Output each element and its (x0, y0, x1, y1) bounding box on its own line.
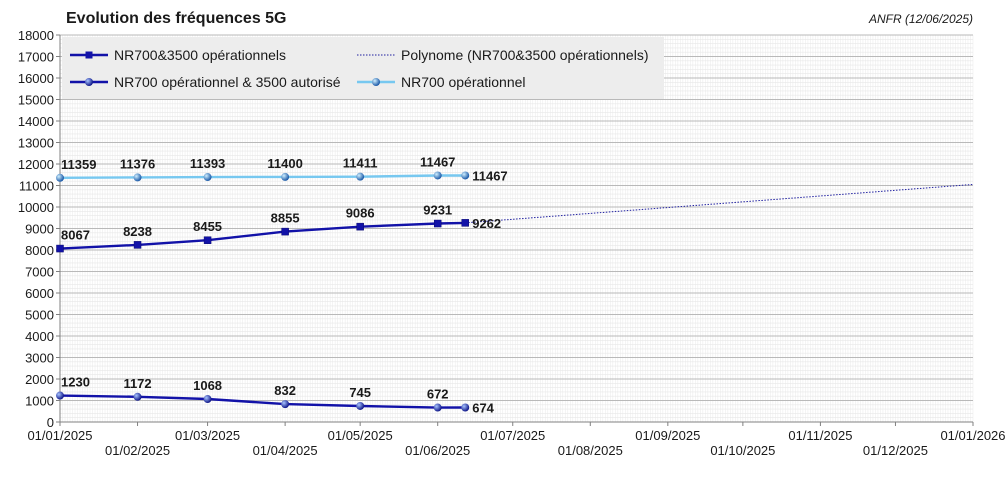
x-tick-label: 01/03/2025 (175, 428, 240, 443)
legend-label: NR700&3500 opérationnels (114, 47, 286, 63)
series-point (461, 219, 469, 227)
y-tick-label: 10000 (18, 200, 54, 215)
data-label: 8855 (271, 211, 300, 226)
series-point (356, 222, 364, 231)
x-tick-label: 01/10/2025 (710, 443, 775, 458)
data-label: 9231 (423, 203, 452, 218)
legend-box (62, 37, 664, 99)
x-axis-ticks: 01/01/2025 01/02/2025 01/03/2025 01/04/2025… (27, 422, 1006, 458)
x-tick-label: 01/01/2025 (27, 428, 92, 443)
series-point (133, 173, 142, 182)
x-tick-label: 01/01/2026 (940, 428, 1005, 443)
y-tick-label: 14000 (18, 114, 54, 129)
data-label: 9262 (472, 216, 501, 231)
series-point (433, 171, 442, 180)
y-tick-label: 8000 (25, 243, 54, 258)
chart-title: Evolution des fréquences 5G (66, 10, 287, 27)
data-label: 11411 (343, 156, 378, 171)
series-point (203, 173, 212, 182)
data-label: 11400 (267, 156, 302, 171)
data-label: 8067 (61, 228, 90, 243)
x-tick-label: 01/07/2025 (480, 428, 545, 443)
trendline (465, 183, 974, 224)
data-label: 1068 (193, 378, 222, 393)
legend-marker (85, 51, 93, 59)
x-tick-label: 01/06/2025 (405, 443, 470, 458)
x-tick-label: 01/02/2025 (105, 443, 170, 458)
data-label: 745 (349, 385, 371, 400)
series-point (461, 171, 470, 180)
data-label: 11359 (61, 157, 96, 172)
series-point (433, 403, 442, 412)
y-tick-label: 18000 (18, 28, 54, 43)
x-tick-label: 01/12/2025 (863, 443, 928, 458)
series-point (281, 172, 290, 181)
y-tick-label: 15000 (18, 93, 54, 108)
data-label: 832 (274, 383, 296, 398)
y-tick-label: 7000 (25, 265, 54, 280)
data-label: 1230 (61, 375, 90, 390)
data-label: 11467 (472, 168, 507, 183)
grid (59, 34, 974, 423)
legend: NR700&3500 opérationnels Polynome (NR700&… (62, 37, 664, 99)
y-tick-label: 4000 (25, 329, 54, 344)
legend-marker (85, 78, 93, 86)
data-label: 674 (472, 401, 494, 416)
y-tick-label: 6000 (25, 286, 54, 301)
chart-subtitle: ANFR (12/06/2025) (868, 12, 973, 26)
x-tick-label: 01/08/2025 (558, 443, 623, 458)
series-point (203, 236, 212, 244)
series-point (281, 227, 289, 236)
y-axis-ticks: 0 1000 2000 3000 4000 5000 6000 7000 8000 9000 100… (18, 28, 60, 430)
data-label: 8238 (123, 224, 152, 239)
y-tick-label: 17000 (18, 50, 54, 65)
data-label: 11376 (120, 156, 155, 171)
y-tick-label: 5000 (25, 308, 54, 323)
y-tick-label: 0 (47, 415, 54, 430)
y-tick-label: 9000 (25, 222, 54, 237)
x-tick-label: 01/09/2025 (635, 428, 700, 443)
y-tick-label: 1000 (25, 394, 54, 409)
series-point (133, 241, 142, 249)
data-label: 8455 (193, 219, 222, 234)
data-labels-layer: 8067 8238 8455 8855 9086 9231 9262 1230 1172 1068… (61, 154, 508, 415)
series-point (56, 244, 64, 253)
y-tick-label: 2000 (25, 372, 54, 387)
x-tick-label: 01/04/2025 (253, 443, 318, 458)
legend-label: Polynome (NR700&3500 opérationnels) (401, 47, 648, 63)
legend-label: NR700 opérationnel & 3500 autorisé (114, 74, 341, 90)
series-point (56, 173, 64, 182)
y-tick-label: 3000 (25, 351, 54, 366)
data-label: 11467 (420, 154, 455, 169)
data-label: 1172 (123, 376, 151, 391)
y-tick-label: 12000 (18, 157, 54, 172)
y-tick-label: 11000 (19, 179, 54, 194)
series-point (356, 172, 365, 181)
x-tick-label: 01/11/2025 (788, 428, 852, 443)
series-point (281, 400, 290, 409)
series-point (203, 395, 212, 404)
data-label: 11393 (190, 156, 225, 171)
data-label: 9086 (346, 206, 375, 221)
series-point (461, 403, 470, 412)
data-label: 672 (427, 387, 449, 402)
legend-marker (372, 78, 380, 86)
legend-label: NR700 opérationnel (401, 74, 526, 90)
y-tick-label: 16000 (18, 71, 54, 86)
series-point (433, 219, 442, 228)
series-layer (56, 171, 974, 412)
y-tick-label: 13000 (18, 136, 54, 151)
series-point (133, 392, 142, 401)
x-tick-label: 01/05/2025 (328, 428, 393, 443)
series-point (56, 391, 64, 400)
series-point (356, 401, 365, 410)
